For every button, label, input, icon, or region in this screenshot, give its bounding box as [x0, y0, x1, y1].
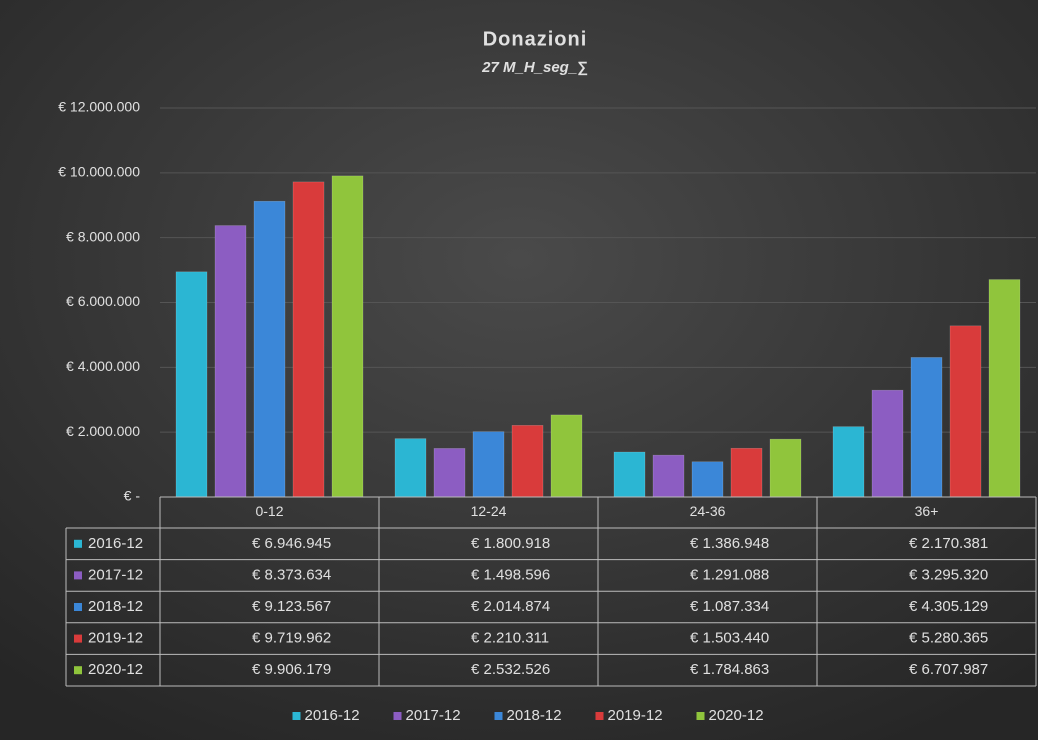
table-cell: € 2.170.381	[909, 535, 988, 552]
legend-label: 2019-12	[608, 707, 663, 724]
legend-key	[696, 712, 705, 720]
table-cell: € 5.280.365	[909, 630, 988, 647]
table-legend-key	[74, 634, 82, 643]
y-tick-label: € 10.000.000	[58, 164, 140, 180]
bar	[769, 438, 802, 498]
table-cell: € 2.210.311	[471, 630, 549, 647]
bar	[433, 448, 466, 498]
table-cell: € 6.946.945	[252, 535, 331, 552]
bar	[292, 181, 325, 498]
table-cell: € 6.707.987	[909, 661, 988, 678]
legend-key	[393, 712, 402, 720]
bar	[331, 175, 364, 498]
table-column-header: 0-12	[255, 503, 283, 519]
legend-label: 2016-12	[305, 707, 360, 724]
table-cell: € 8.373.634	[252, 566, 331, 583]
bar	[550, 414, 583, 498]
table-row-header: 2018-12	[88, 598, 143, 615]
table-cell: € 9.719.962	[252, 630, 331, 647]
bar	[871, 389, 904, 498]
table-cell: € 1.784.863	[690, 661, 769, 678]
bar	[511, 425, 544, 498]
bar	[394, 438, 427, 498]
chart-title: Donazioni	[483, 28, 588, 50]
bar	[214, 225, 247, 498]
bar	[175, 271, 208, 498]
bar	[691, 461, 724, 498]
chart-subtitle: 27 M_H_seg_∑	[481, 59, 588, 76]
y-tick-label: € -	[124, 488, 141, 504]
table-column-header: 24-36	[690, 503, 726, 519]
legend-label: 2018-12	[507, 707, 562, 724]
y-tick-label: € 4.000.000	[66, 358, 140, 374]
bar	[613, 451, 646, 498]
table-row-header: 2019-12	[88, 630, 143, 647]
y-tick-label: € 2.000.000	[66, 423, 140, 439]
table-cell: € 1.087.334	[690, 598, 769, 615]
y-tick-label: € 8.000.000	[66, 228, 140, 244]
table-cell: € 1.503.440	[690, 630, 769, 647]
table-cell: € 3.295.320	[909, 566, 988, 583]
y-tick-label: € 12.000.000	[58, 99, 140, 115]
legend-label: 2017-12	[406, 707, 461, 724]
table-cell: € 2.532.526	[471, 661, 550, 678]
table-row-header: 2017-12	[88, 566, 143, 583]
table-legend-key	[74, 571, 82, 580]
table-cell: € 2.014.874	[471, 598, 550, 615]
bar	[253, 200, 286, 498]
bar	[832, 426, 865, 498]
table-cell: € 1.800.918	[471, 535, 550, 552]
table-column-header: 36+	[915, 503, 939, 519]
table-cell: € 1.291.088	[690, 566, 769, 583]
table-column-header: 12-24	[471, 503, 507, 519]
table-legend-key	[74, 539, 82, 548]
bar	[472, 431, 505, 498]
bar	[730, 447, 763, 498]
table-cell: € 1.386.948	[690, 535, 769, 552]
table-cell: € 9.123.567	[252, 598, 331, 615]
table-legend-key	[74, 603, 82, 611]
legend-key	[292, 712, 301, 720]
table-row-header: 2016-12	[88, 535, 143, 552]
legend-label: 2020-12	[709, 707, 764, 724]
legend-key	[494, 712, 503, 720]
legend-key	[595, 712, 604, 720]
bar	[910, 357, 943, 498]
table-cell: € 9.906.179	[252, 661, 331, 678]
bar	[652, 454, 685, 498]
bar	[949, 325, 982, 498]
table-row-header: 2020-12	[88, 661, 143, 678]
bar	[988, 279, 1021, 498]
y-tick-label: € 6.000.000	[66, 293, 140, 309]
table-legend-key	[74, 666, 82, 675]
table-cell: € 4.305.129	[909, 598, 988, 615]
table-cell: € 1.498.596	[471, 566, 550, 583]
